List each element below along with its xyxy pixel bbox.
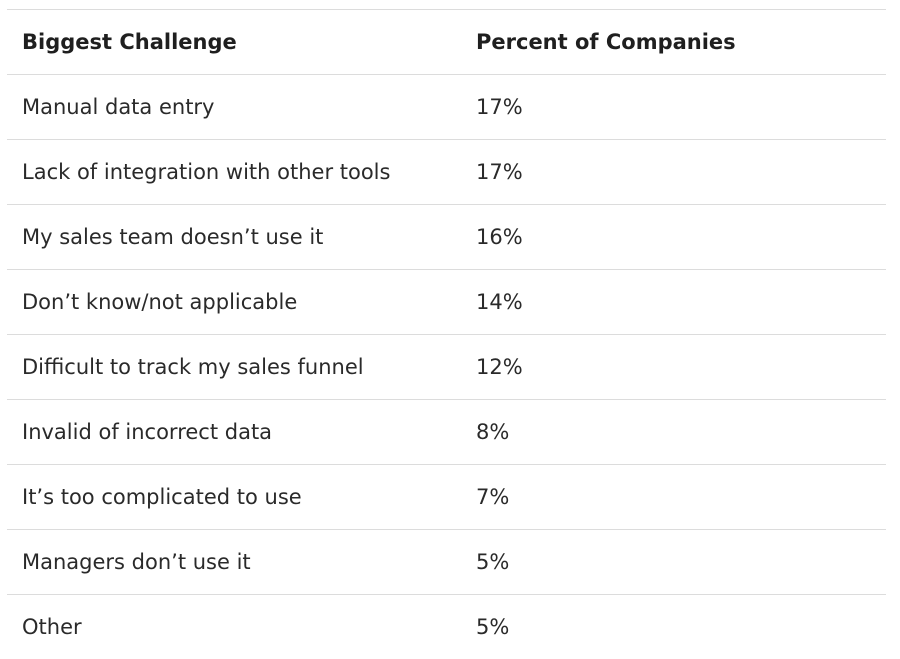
challenge-cell: Other [7,595,461,659]
percent-cell: 8% [461,400,886,465]
table-row: Don’t know/not applicable 14% [7,270,886,335]
header-percent-of-companies: Percent of Companies [461,10,886,75]
percent-cell: 12% [461,335,886,400]
percent-cell: 14% [461,270,886,335]
table-row: Difficult to track my sales funnel 12% [7,335,886,400]
table-row: Lack of integration with other tools 17% [7,140,886,205]
header-row: Biggest Challenge Percent of Companies [7,10,886,75]
table-row: Invalid of incorrect data 8% [7,400,886,465]
challenge-cell: Invalid of incorrect data [7,400,461,465]
challenges-table: Biggest Challenge Percent of Companies M… [7,9,886,659]
challenge-cell: It’s too complicated to use [7,465,461,530]
challenge-cell: Lack of integration with other tools [7,140,461,205]
table-row: Managers don’t use it 5% [7,530,886,595]
percent-cell: 16% [461,205,886,270]
table-row: Other 5% [7,595,886,659]
table-body: Manual data entry 17% Lack of integratio… [7,75,886,659]
percent-cell: 7% [461,465,886,530]
challenges-table-container: Biggest Challenge Percent of Companies M… [7,9,886,659]
header-biggest-challenge: Biggest Challenge [7,10,461,75]
percent-cell: 5% [461,530,886,595]
table-header: Biggest Challenge Percent of Companies [7,10,886,75]
challenge-cell: Managers don’t use it [7,530,461,595]
challenge-cell: Difficult to track my sales funnel [7,335,461,400]
table-row: It’s too complicated to use 7% [7,465,886,530]
percent-cell: 17% [461,75,886,140]
table-row: My sales team doesn’t use it 16% [7,205,886,270]
percent-cell: 17% [461,140,886,205]
percent-cell: 5% [461,595,886,659]
challenge-cell: My sales team doesn’t use it [7,205,461,270]
challenge-cell: Don’t know/not applicable [7,270,461,335]
challenge-cell: Manual data entry [7,75,461,140]
table-row: Manual data entry 17% [7,75,886,140]
